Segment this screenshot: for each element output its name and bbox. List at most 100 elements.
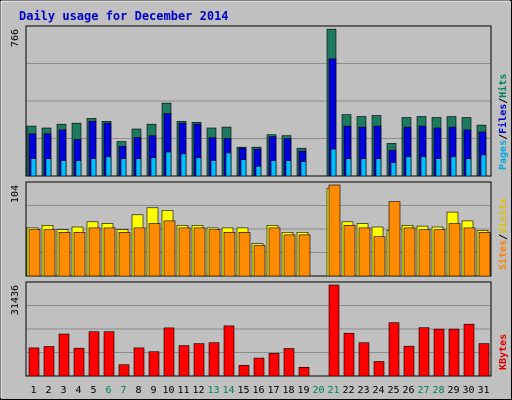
- bar-kbytes-day-29: [448, 328, 460, 377]
- bar-sites-day-21: [328, 184, 341, 277]
- legend-label-part: Files: [497, 104, 509, 134]
- bar-sites-day-23: [358, 227, 371, 277]
- bar-sites-day-18: [283, 234, 296, 277]
- bar-kbytes-day-8: [133, 347, 145, 377]
- legend-label-part: Pages: [498, 140, 509, 170]
- bar-sites-day-10: [163, 220, 176, 277]
- bar-pages-day-14: [225, 152, 232, 177]
- legend-label-part: /: [498, 98, 509, 104]
- x-tick-label-day-3: 3: [60, 385, 66, 396]
- bar-kbytes-day-2: [43, 346, 55, 377]
- x-tick-label-day-12: 12: [192, 385, 204, 396]
- bar-pages-day-16: [255, 166, 262, 177]
- bar-sites-day-25: [388, 201, 401, 277]
- bar-kbytes-day-26: [403, 345, 415, 377]
- bar-sites-day-7: [118, 232, 131, 277]
- bar-pages-day-26: [405, 156, 412, 177]
- bar-kbytes-day-11: [178, 345, 190, 377]
- bar-kbytes-day-4: [73, 347, 85, 377]
- bar-pages-day-4: [75, 160, 82, 177]
- x-tick-label-day-27: 27: [417, 385, 429, 396]
- x-tick-label-day-21: 21: [327, 385, 339, 396]
- bar-sites-day-31: [478, 232, 491, 277]
- x-tick-label-day-24: 24: [372, 385, 384, 396]
- bar-sites-day-16: [253, 245, 266, 277]
- bar-kbytes-day-21: [328, 284, 340, 377]
- bar-sites-day-14: [223, 232, 236, 277]
- legend-label-part: KBytes: [498, 334, 509, 370]
- bar-pages-day-5: [90, 158, 97, 177]
- bar-kbytes-day-23: [358, 342, 370, 377]
- x-tick-label-day-19: 19: [297, 385, 309, 396]
- legend-label-part: /: [498, 134, 509, 140]
- panel-visits-bars: [26, 184, 491, 277]
- x-tick-label-day-20: 20: [312, 385, 324, 396]
- x-tick-label-day-16: 16: [252, 385, 264, 396]
- x-tick-label-day-8: 8: [135, 385, 141, 396]
- x-tick-label-day-31: 31: [477, 385, 489, 396]
- panel-kbytes: 31436 KBytes: [10, 281, 509, 377]
- x-tick-label-day-15: 15: [237, 385, 249, 396]
- bar-kbytes-day-7: [118, 364, 130, 377]
- bar-sites-day-5: [88, 227, 101, 277]
- panel-visits: 104 Sites/Visits: [10, 181, 509, 277]
- bar-sites-day-26: [403, 227, 416, 277]
- bar-pages-day-3: [60, 160, 67, 177]
- bar-pages-day-30: [465, 158, 472, 177]
- bar-pages-day-13: [210, 160, 217, 177]
- bar-sites-day-19: [298, 234, 311, 277]
- bar-sites-day-12: [193, 227, 206, 277]
- bar-kbytes-day-12: [193, 343, 205, 377]
- x-tick-label-day-9: 9: [150, 385, 156, 396]
- bar-sites-day-29: [448, 223, 461, 277]
- bar-kbytes-day-31: [478, 343, 490, 377]
- bar-sites-day-28: [433, 229, 446, 277]
- bar-kbytes-day-24: [373, 361, 385, 377]
- bar-kbytes-day-19: [298, 366, 310, 377]
- bar-kbytes-day-27: [418, 327, 430, 377]
- panel-visits-legend-label: Sites/Visits: [497, 198, 509, 270]
- panel-hits-bars: [26, 28, 487, 177]
- bar-sites-day-3: [58, 232, 71, 277]
- bar-kbytes-day-6: [103, 331, 115, 377]
- bar-kbytes-day-5: [88, 331, 100, 377]
- x-tick-label-day-30: 30: [462, 385, 474, 396]
- bar-pages-day-22: [345, 158, 352, 177]
- bar-pages-day-7: [120, 158, 127, 177]
- panel-kbytes-bars: [28, 284, 490, 377]
- bar-kbytes-day-25: [388, 322, 400, 377]
- x-tick-label-day-22: 22: [342, 385, 354, 396]
- bar-sites-day-11: [178, 227, 191, 277]
- x-tick-label-day-14: 14: [222, 385, 234, 396]
- legend-label-part: /: [498, 234, 509, 240]
- bar-kbytes-day-17: [268, 353, 280, 377]
- bar-pages-day-15: [240, 159, 247, 177]
- x-tick-label-day-6: 6: [105, 385, 111, 396]
- bar-kbytes-day-30: [463, 323, 475, 377]
- bar-kbytes-day-1: [28, 347, 40, 377]
- bar-sites-day-6: [103, 227, 116, 277]
- bar-sites-day-13: [208, 229, 221, 277]
- bar-pages-day-27: [420, 156, 427, 177]
- bar-sites-day-24: [373, 236, 386, 277]
- x-tick-label-day-10: 10: [162, 385, 174, 396]
- bar-sites-day-9: [148, 223, 161, 277]
- bar-kbytes-day-13: [208, 342, 220, 377]
- x-tick-label-day-4: 4: [75, 385, 81, 396]
- x-tick-label-day-2: 2: [45, 385, 51, 396]
- bar-pages-day-29: [450, 156, 457, 177]
- panel-hits-legend-label: Pages/Files/Hits: [497, 74, 509, 170]
- bar-kbytes-day-14: [223, 325, 235, 377]
- x-tick-label-day-18: 18: [282, 385, 294, 396]
- bar-pages-day-6: [105, 156, 112, 177]
- bar-sites-day-30: [463, 227, 476, 277]
- bar-pages-day-18: [285, 160, 292, 177]
- x-tick-label-day-25: 25: [387, 385, 399, 396]
- bar-sites-day-27: [418, 229, 431, 277]
- x-tick-label-day-28: 28: [432, 385, 444, 396]
- panel-visits-ymax-label: 104: [10, 185, 21, 203]
- bar-sites-day-2: [43, 229, 56, 277]
